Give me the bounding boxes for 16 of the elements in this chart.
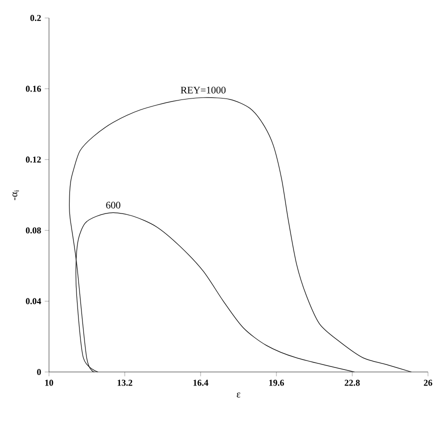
- y-tick-label: 0.04: [26, 298, 42, 304]
- y-tick-label: 0.16: [26, 86, 41, 92]
- y-axis-title: -α$_{i}$: [12, 190, 19, 200]
- series-label: 600: [106, 202, 120, 208]
- x-tick-label: 26: [424, 380, 432, 386]
- y-tick-label: 0: [37, 368, 41, 376]
- x-tick-label: 16.4: [193, 380, 208, 386]
- x-tick-label: 22.8: [344, 380, 360, 386]
- x-tick-label: 19.6: [269, 380, 284, 386]
- y-tick-label: 0.12: [26, 156, 41, 163]
- x-axis-title: ε: [236, 392, 240, 398]
- y-tick-label: 0.2: [30, 14, 41, 22]
- x-tick-label: 10: [45, 380, 54, 386]
- x-tick-label: 13.2: [118, 380, 132, 386]
- series-label: REY=1000: [180, 86, 226, 94]
- y-tick-label: 0.08: [26, 227, 41, 234]
